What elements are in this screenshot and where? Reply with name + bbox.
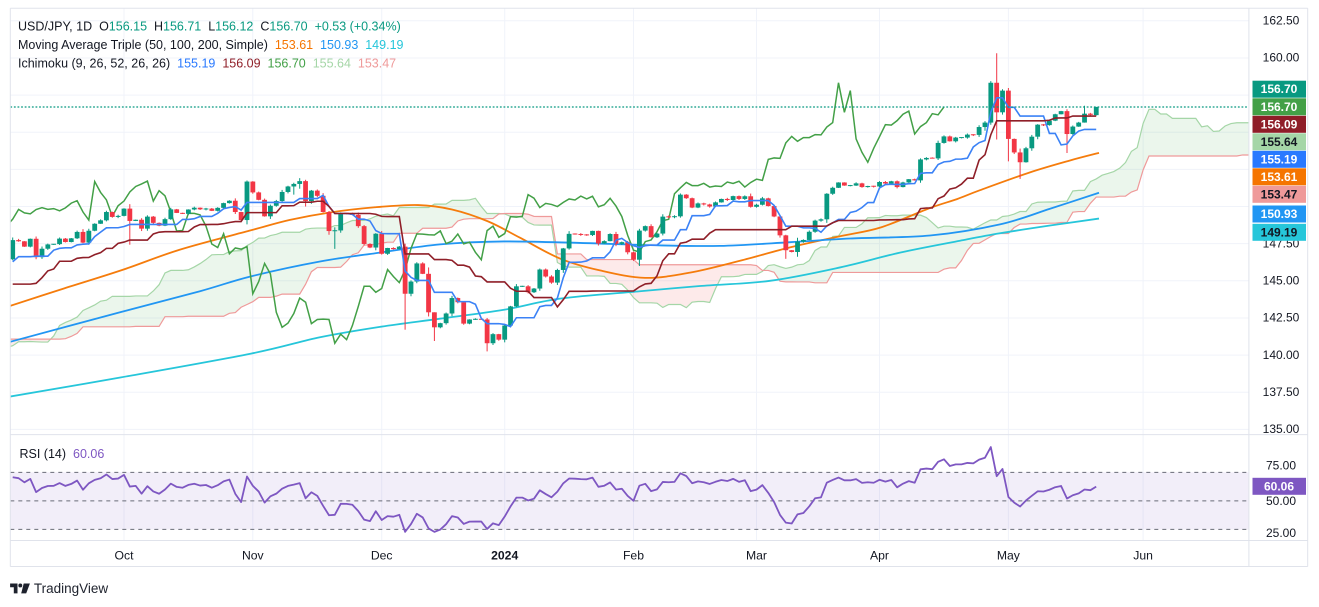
svg-text:RSI (14) 60.06: RSI (14) 60.06 <box>20 447 105 461</box>
svg-text:160.00: 160.00 <box>1263 51 1300 65</box>
svg-text:Oct: Oct <box>115 549 135 563</box>
svg-text:140.00: 140.00 <box>1263 348 1300 362</box>
svg-text:156.70: 156.70 <box>1261 100 1298 114</box>
svg-text:162.50: 162.50 <box>1263 13 1300 27</box>
svg-text:155.64: 155.64 <box>1261 135 1298 149</box>
svg-text:149.19: 149.19 <box>1261 225 1298 239</box>
svg-text:155.19: 155.19 <box>1261 152 1298 166</box>
svg-text:142.50: 142.50 <box>1263 311 1300 325</box>
svg-text:153.47: 153.47 <box>1261 187 1298 201</box>
svg-text:25.00: 25.00 <box>1266 526 1296 540</box>
svg-text:Jun: Jun <box>1133 549 1153 563</box>
svg-text:Moving Average Triple (50, 100: Moving Average Triple (50, 100, 200, Sim… <box>18 38 404 52</box>
svg-text:Ichimoku (9, 26, 52, 26, 26): Ichimoku (9, 26, 52, 26, 26) 155.19 156.… <box>18 57 396 71</box>
svg-text:Apr: Apr <box>870 549 889 563</box>
svg-text:156.70: 156.70 <box>1261 82 1298 96</box>
svg-text:TradingView: TradingView <box>34 581 109 596</box>
svg-text:156.09: 156.09 <box>1261 117 1298 131</box>
svg-text:May: May <box>997 549 1021 563</box>
svg-text:50.00: 50.00 <box>1266 494 1296 508</box>
svg-text:75.00: 75.00 <box>1266 459 1296 473</box>
svg-text:137.50: 137.50 <box>1263 385 1300 399</box>
svg-text:145.00: 145.00 <box>1263 273 1300 287</box>
svg-text:Feb: Feb <box>623 549 644 563</box>
svg-text:2024: 2024 <box>491 549 518 563</box>
svg-text:135.00: 135.00 <box>1263 422 1300 436</box>
svg-text:Mar: Mar <box>746 549 767 563</box>
svg-text:USD/JPY, 1D O156.15 H156.71: USD/JPY, 1D O156.15 H156.71 L156.12 C156… <box>18 20 401 34</box>
svg-text:Nov: Nov <box>242 549 265 563</box>
svg-text:Dec: Dec <box>371 549 393 563</box>
svg-text:153.61: 153.61 <box>1261 170 1298 184</box>
svg-text:60.06: 60.06 <box>1264 479 1294 493</box>
svg-text:150.93: 150.93 <box>1261 207 1298 221</box>
